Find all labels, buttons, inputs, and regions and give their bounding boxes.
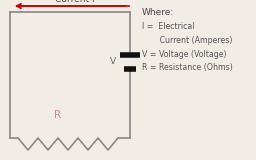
Text: R = Resistance (Ohms): R = Resistance (Ohms) — [142, 63, 233, 72]
Text: R: R — [55, 110, 61, 120]
Text: Where:: Where: — [142, 8, 174, 17]
Text: V: V — [110, 57, 116, 67]
Text: Current (Amperes): Current (Amperes) — [142, 36, 232, 45]
Text: V = Voltage (Voltage): V = Voltage (Voltage) — [142, 50, 227, 59]
Text: I =  Electrical: I = Electrical — [142, 22, 195, 31]
Text: Current I: Current I — [55, 0, 95, 4]
